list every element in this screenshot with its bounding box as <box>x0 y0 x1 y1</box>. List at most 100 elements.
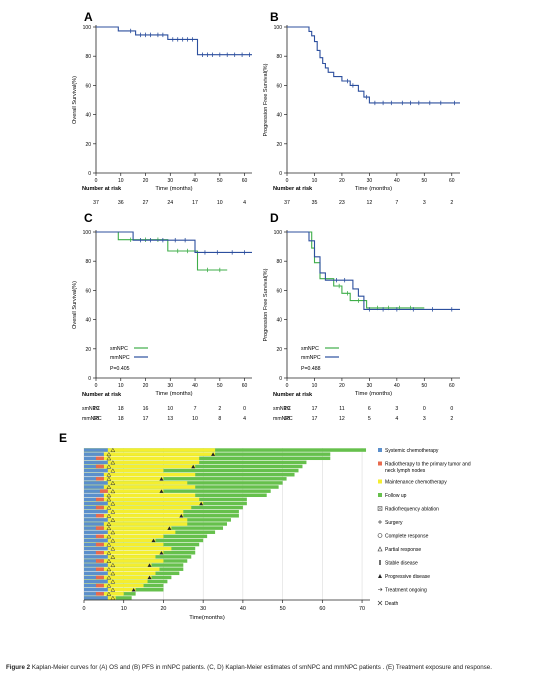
panel-c-legend-label: smNPC <box>110 346 128 352</box>
panel-a-ytick-label: 20 <box>85 142 91 148</box>
panel-d-legend-label: smNPC <box>301 346 319 352</box>
panel-d-risk-title: Number at risk <box>273 392 313 398</box>
panel-e-partial-response-marker <box>110 517 116 522</box>
panel-e-bar-chemo <box>84 587 108 592</box>
panel-e-bar-radio <box>95 505 104 510</box>
panel-e-label: E <box>59 431 67 445</box>
panel-e-bar-maintenance <box>84 526 172 530</box>
panel-e-legend-label: Partial response <box>385 547 421 553</box>
panel-e-bar-chemo <box>84 530 108 534</box>
panel-b-xlabel: Time (months) <box>355 186 392 192</box>
panel-d-risk-value: 3 <box>423 416 426 422</box>
panel-e-legend-swatch <box>377 546 383 552</box>
panel-c-risk-value: 7 <box>194 406 197 412</box>
panel-e-partial-response-marker <box>110 480 116 485</box>
panel-e-partial-response-marker <box>106 513 112 518</box>
panel-a-risk-value: 4 <box>243 200 246 206</box>
panel-e-bar-chemo <box>84 583 104 588</box>
panel-c-risk-value: 10 <box>192 416 198 422</box>
panel-b-xtick-label: 60 <box>449 178 455 184</box>
panel-e-xtick-label: 20 <box>160 606 166 612</box>
figure-caption-text: Kaplan-Meier curves for (A) OS and (B) P… <box>31 664 492 671</box>
panel-c-legend-label: mmNPC <box>110 355 130 361</box>
panel-e-legend-swatch <box>379 560 381 565</box>
panel-c-ytick-label: 40 <box>85 318 91 324</box>
panel-e-partial-response-marker <box>106 476 112 481</box>
panel-d-pvalue: P=0.488 <box>301 366 321 372</box>
panel-e-legend-swatch <box>377 506 383 511</box>
panel-e-progressive-marker <box>199 501 204 506</box>
panel-e-bar-maintenance <box>84 542 164 547</box>
panel-e-bar-maintenance <box>84 555 156 559</box>
panel-e-bar-maintenance <box>84 489 164 493</box>
panel-c-risk-value: 4 <box>243 416 246 422</box>
panel-e-bar-chemo <box>84 489 108 493</box>
panel-e-bar-chemo <box>84 579 108 584</box>
panel-e-legend-swatch <box>378 520 382 524</box>
panel-e-bar-radio <box>95 514 104 518</box>
panel-e-bar-chemo <box>84 497 104 502</box>
panel-d-xtick-label: 50 <box>422 383 428 389</box>
panel-e-bar-maintenance <box>84 460 200 465</box>
panel-e-xtick-label: 50 <box>280 606 286 612</box>
panel-b-xtick-label: 20 <box>339 178 345 184</box>
panel-e-bar-maintenance <box>84 452 216 456</box>
panel-e-partial-response-marker <box>106 550 112 555</box>
panel-e-bar-maintenance <box>84 567 160 571</box>
panel-b-xtick-label: 10 <box>312 178 318 184</box>
panel-e-bar-radio <box>99 489 108 493</box>
panel-c-xtick-label: 0 <box>95 383 98 389</box>
panel-e-bar-chemo <box>84 448 108 452</box>
panel-e-partial-response-marker <box>106 472 112 477</box>
panel-e-partial-response-marker <box>110 538 116 543</box>
panel-e-partial-response-marker <box>106 456 112 461</box>
panel-e-legend-label: Complete response <box>385 534 429 540</box>
figure-caption-lead: Figure 2 <box>6 664 31 671</box>
panel-d-ytick-label: 0 <box>279 376 282 382</box>
panel-c-risk-value: 18 <box>118 416 124 422</box>
panel-e-bar-chemo <box>84 538 108 543</box>
panel-e-legend-swatch <box>378 493 382 497</box>
panel-e-progressive-marker <box>211 452 216 456</box>
panel-e-progressive-marker <box>159 489 164 493</box>
panel-c-label: C <box>84 211 93 225</box>
panel-a-ytick-label: 80 <box>85 54 91 60</box>
panel-c-risk-value: 16 <box>143 406 149 412</box>
panel-e-bar-chemo <box>84 493 104 497</box>
panel-e-partial-response-marker <box>110 509 116 514</box>
panel-e-bar-radio <box>95 592 104 596</box>
panel-e-bar-maintenance <box>84 501 204 506</box>
panel-d-risk-value: 18 <box>284 416 290 422</box>
panel-e-bar-chemo <box>84 563 108 567</box>
panel-d-risk-value: 12 <box>339 416 345 422</box>
panel-d-risk-value: 17 <box>312 416 318 422</box>
panel-e-bar-chemo <box>84 501 108 506</box>
panel-e-bar-chemo <box>84 542 104 547</box>
panel-b-xtick-label: 50 <box>422 178 428 184</box>
panel-e-legend-label: Treatment ongoing <box>385 588 427 594</box>
panel-c-ylabel: Overall Survival(%) <box>72 281 78 329</box>
panel-a-ytick-label: 100 <box>83 25 92 31</box>
panel-c-xlabel: Time (months) <box>155 391 192 397</box>
panel-e-bar-radio <box>95 456 104 461</box>
panel-e-progressive-marker <box>147 575 152 580</box>
panel-a-ytick-label: 0 <box>88 171 91 177</box>
panel-e-partial-response-marker <box>110 529 116 535</box>
panel-e-bar-radio <box>95 559 104 563</box>
panel-e-bar-maintenance <box>84 559 164 563</box>
panel-a-xtick-label: 60 <box>242 178 248 184</box>
panel-b-label: B <box>270 10 279 24</box>
panel-c-risk-title: Number at risk <box>82 392 122 398</box>
panel-e-xtick-label: 0 <box>83 606 86 612</box>
panel-e-legend-label: Surgery <box>385 520 403 526</box>
panel-b-ytick-label: 100 <box>274 25 283 31</box>
panel-d-xtick-label: 0 <box>286 383 289 389</box>
panel-e-bar-maintenance <box>84 456 200 461</box>
panel-e-partial-response-marker <box>106 451 112 457</box>
panel-e-bar-maintenance <box>84 583 144 588</box>
panel-e-bar-chemo <box>84 472 104 477</box>
panel-e-legend-swatch <box>377 506 383 511</box>
panel-a-series-line-0 <box>96 26 252 56</box>
panel-e-bar-chemo <box>84 518 108 522</box>
